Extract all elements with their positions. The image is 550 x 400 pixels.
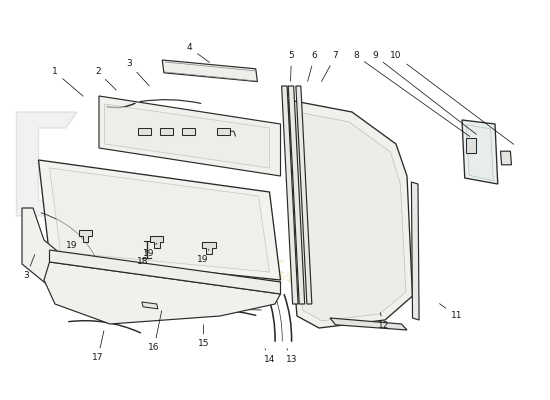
FancyBboxPatch shape <box>466 138 476 153</box>
Text: 19: 19 <box>66 237 81 250</box>
Polygon shape <box>296 86 312 304</box>
Text: 19: 19 <box>197 249 209 264</box>
Text: 6: 6 <box>307 52 317 81</box>
FancyBboxPatch shape <box>217 128 230 135</box>
Polygon shape <box>411 182 419 320</box>
Text: 15: 15 <box>198 325 209 348</box>
Text: 16: 16 <box>148 311 162 352</box>
Polygon shape <box>44 262 280 324</box>
Polygon shape <box>297 112 406 321</box>
Text: a passion for: a passion for <box>200 226 284 270</box>
Polygon shape <box>142 302 158 309</box>
Text: 14: 14 <box>264 348 275 364</box>
Text: 18: 18 <box>138 250 148 266</box>
Polygon shape <box>162 60 257 82</box>
Text: 4: 4 <box>187 44 210 62</box>
Polygon shape <box>462 120 498 184</box>
Polygon shape <box>466 125 493 181</box>
FancyBboxPatch shape <box>138 128 151 135</box>
Text: 5: 5 <box>289 52 294 81</box>
Text: 19: 19 <box>143 243 157 258</box>
Text: 9: 9 <box>372 52 476 134</box>
Text: 12: 12 <box>378 313 389 330</box>
Polygon shape <box>104 104 270 168</box>
Polygon shape <box>150 236 163 248</box>
FancyBboxPatch shape <box>182 128 195 135</box>
Text: 7: 7 <box>321 52 338 82</box>
Text: 3: 3 <box>126 60 150 86</box>
Polygon shape <box>289 100 412 328</box>
Polygon shape <box>79 230 92 242</box>
Polygon shape <box>288 86 305 304</box>
Polygon shape <box>39 160 280 280</box>
Text: 17: 17 <box>92 331 104 362</box>
Text: 8: 8 <box>354 52 470 136</box>
Polygon shape <box>330 318 407 330</box>
Polygon shape <box>50 168 270 272</box>
Text: 3: 3 <box>24 254 35 280</box>
Polygon shape <box>99 96 280 176</box>
Text: 10: 10 <box>390 52 514 144</box>
Polygon shape <box>16 112 99 216</box>
Text: parts/since 1986: parts/since 1986 <box>249 257 356 311</box>
Text: 1: 1 <box>52 68 83 96</box>
Text: 13: 13 <box>286 348 297 364</box>
Polygon shape <box>202 242 216 254</box>
Polygon shape <box>22 208 121 308</box>
FancyBboxPatch shape <box>160 128 173 135</box>
Polygon shape <box>500 151 512 165</box>
Text: 11: 11 <box>439 304 462 320</box>
Text: 2: 2 <box>95 68 116 90</box>
Polygon shape <box>50 250 280 294</box>
Polygon shape <box>282 86 298 304</box>
